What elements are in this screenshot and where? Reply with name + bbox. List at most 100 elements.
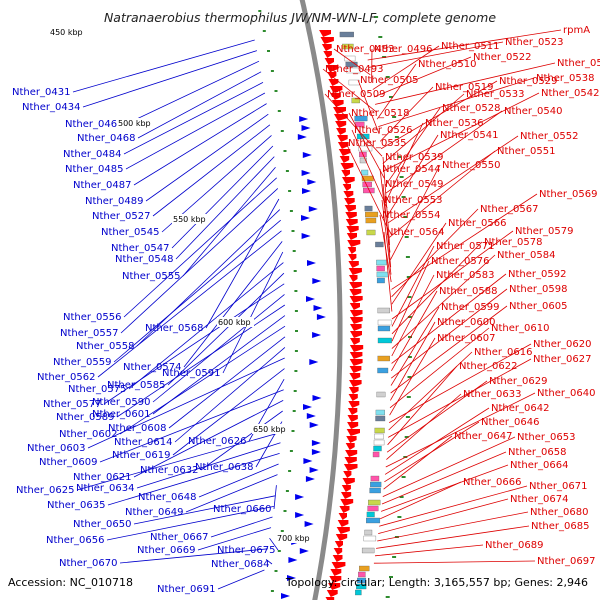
gene-label-left: Nther_0684 bbox=[211, 559, 269, 570]
feature-block bbox=[368, 499, 381, 506]
connector-line-left bbox=[133, 400, 284, 478]
gene-label-right: Nther_0588 bbox=[439, 286, 497, 297]
gene-label-right: Nther_0534 bbox=[557, 58, 600, 69]
gene-label-left: Nther_0649 bbox=[125, 507, 183, 518]
reverse-gene-arrow bbox=[309, 359, 319, 365]
connector-line-right bbox=[382, 183, 392, 268]
forward-gene-arrow bbox=[341, 485, 351, 492]
forward-gene-arrow bbox=[350, 338, 360, 345]
connector-line-left bbox=[128, 262, 284, 390]
feature-block bbox=[358, 571, 366, 578]
scale-tick bbox=[258, 10, 262, 12]
scale-tick bbox=[407, 316, 412, 318]
gene-label-right: rpmA bbox=[563, 25, 590, 36]
scale-tick bbox=[291, 230, 295, 232]
feature-block bbox=[366, 229, 376, 236]
feature-block bbox=[369, 487, 381, 494]
gene-label-right: Nther_0666 bbox=[463, 477, 521, 488]
connector-line-left bbox=[119, 325, 286, 435]
forward-gene-arrow bbox=[334, 541, 343, 548]
forward-gene-arrow bbox=[345, 212, 357, 219]
feature-block bbox=[357, 577, 367, 584]
connector-line-right bbox=[375, 62, 556, 105]
gene-label-right: Nther_0536 bbox=[425, 118, 483, 129]
reverse-gene-arrow bbox=[301, 170, 311, 176]
connector-line-right bbox=[391, 208, 479, 298]
scale-tick bbox=[294, 310, 298, 312]
gene-label-right: Nther_0493 bbox=[325, 64, 383, 75]
gene-label-right: Nther_0685 bbox=[531, 521, 589, 532]
connector-line-right bbox=[379, 485, 528, 527]
forward-gene-arrow bbox=[349, 310, 363, 317]
connector-line-right bbox=[384, 407, 490, 475]
connector-line-left bbox=[152, 124, 271, 217]
gene-label-right: Nther_0483 bbox=[336, 44, 394, 55]
forward-gene-arrow bbox=[325, 597, 335, 600]
gene-label-right: Nther_0607 bbox=[437, 333, 495, 344]
accession-label: Accession: NC_010718 bbox=[8, 576, 133, 589]
gene-label-left: Nther_0485 bbox=[65, 164, 123, 175]
forward-gene-arrow bbox=[333, 107, 346, 114]
gene-label-right: Nther_0674 bbox=[510, 494, 568, 505]
feature-block bbox=[376, 391, 386, 398]
scale-tick bbox=[389, 576, 393, 578]
scale-tick bbox=[267, 50, 270, 52]
gene-label-right: Nther_0542 bbox=[541, 88, 599, 99]
gene-label-right: Nther_0519 bbox=[435, 82, 493, 93]
feature-block bbox=[377, 307, 390, 314]
forward-gene-arrow bbox=[348, 387, 359, 394]
connector-line-right bbox=[378, 498, 509, 534]
connector-line-left bbox=[113, 219, 281, 363]
connector-line-right bbox=[376, 63, 417, 120]
scale-tick bbox=[397, 156, 402, 158]
connector-line-left bbox=[120, 188, 279, 334]
connector-line-right bbox=[391, 274, 435, 357]
connector-line-left bbox=[125, 60, 260, 125]
scale-tick bbox=[406, 276, 411, 278]
feature-block bbox=[351, 97, 360, 104]
gene-label-left: Nther_0632 bbox=[140, 465, 198, 476]
connector-line-right bbox=[389, 337, 436, 416]
connector-line-right bbox=[378, 77, 535, 127]
connector-line-left bbox=[106, 506, 274, 541]
feature-block bbox=[342, 43, 354, 50]
scale-tick bbox=[277, 110, 281, 112]
connector-line-right bbox=[391, 273, 507, 364]
gene-label-right: Nther_0511 bbox=[441, 41, 499, 52]
forward-gene-arrow bbox=[328, 79, 339, 86]
scale-tick bbox=[407, 356, 412, 358]
scale-tick bbox=[292, 250, 296, 252]
connector-line-right bbox=[390, 288, 508, 379]
forward-gene-arrow bbox=[348, 268, 362, 275]
connector-line-right bbox=[391, 222, 447, 305]
gene-label-right: Nther_0640 bbox=[537, 388, 595, 399]
reverse-gene-arrow bbox=[305, 476, 315, 482]
connector-line-left bbox=[210, 516, 273, 538]
gene-label-left: Nther_0608 bbox=[108, 423, 166, 434]
gene-label-right: Nther_0523 bbox=[505, 37, 563, 48]
gene-label-left: Nther_0648 bbox=[138, 492, 196, 503]
reverse-gene-arrow bbox=[306, 413, 316, 419]
forward-gene-arrow bbox=[336, 527, 350, 534]
forward-gene-arrow bbox=[330, 569, 342, 576]
feature-block bbox=[346, 67, 361, 74]
scale-tick bbox=[294, 350, 298, 352]
reverse-gene-arrow bbox=[303, 458, 313, 464]
forward-gene-arrow bbox=[347, 422, 359, 429]
gene-label-right: Nther_0622 bbox=[459, 361, 517, 372]
reverse-gene-arrow bbox=[312, 395, 322, 401]
connector-line-left bbox=[136, 209, 281, 347]
reverse-gene-arrow bbox=[311, 449, 321, 455]
forward-gene-arrow bbox=[342, 177, 355, 184]
feature-block bbox=[344, 55, 356, 62]
gene-label-left: Nther_0590 bbox=[92, 397, 150, 408]
connector-line-right bbox=[391, 193, 538, 290]
gene-label-right: Nther_0533 bbox=[466, 89, 524, 100]
connector-line-right bbox=[368, 41, 504, 68]
gene-label-left: Nther_0559 bbox=[53, 357, 111, 368]
reverse-gene-arrow bbox=[307, 260, 316, 266]
gene-label-right: Nther_0583 bbox=[436, 270, 494, 281]
map-title: Natranaerobius thermophilus JW/NM-WN-LF,… bbox=[104, 10, 496, 25]
